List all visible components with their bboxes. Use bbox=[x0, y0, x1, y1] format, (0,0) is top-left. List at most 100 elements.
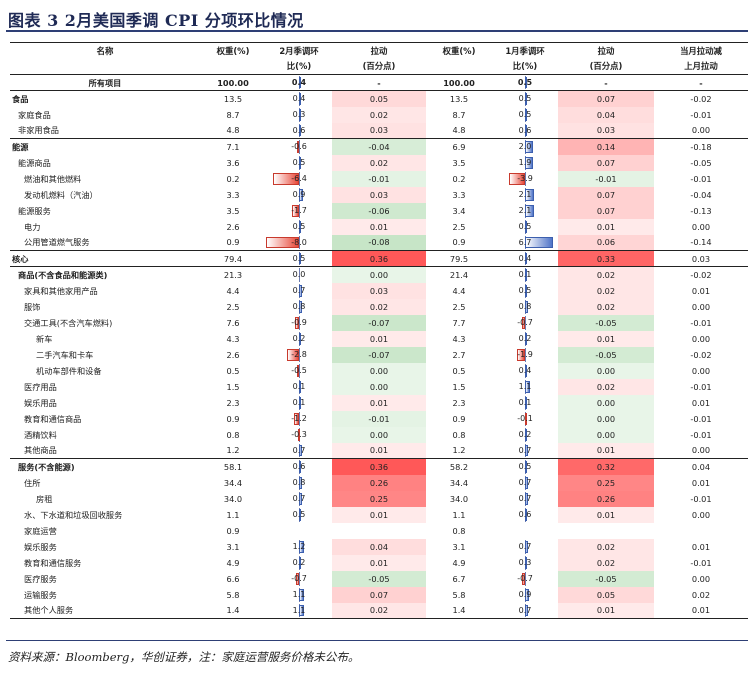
m1-cell: -1.9 bbox=[492, 347, 558, 363]
m2-zero-line bbox=[299, 315, 300, 330]
m1-cell: 6.7 bbox=[492, 235, 558, 251]
m1-cell: 0.7 bbox=[492, 491, 558, 507]
m1-value: 0.4 bbox=[518, 254, 532, 263]
weight-feb: 0.9 bbox=[226, 525, 240, 536]
m1-bar bbox=[525, 77, 528, 88]
pull-jan: 0.02 bbox=[558, 538, 654, 555]
m1-value: 0.7 bbox=[518, 445, 532, 455]
pull-feb: - bbox=[332, 74, 426, 91]
weight-feb: 2.6 bbox=[226, 349, 240, 360]
m2-value: 0.1 bbox=[292, 398, 306, 407]
pull-jan: 0.01 bbox=[558, 218, 654, 235]
m2-value: 0.3 bbox=[292, 110, 306, 119]
pull-feb: -0.06 bbox=[332, 202, 426, 219]
row-name: 服务(不含能源) bbox=[10, 458, 200, 475]
pull-jan: 0.02 bbox=[558, 298, 654, 315]
m2-cell: -1.2 bbox=[266, 411, 332, 427]
row-name: 核心 bbox=[10, 250, 200, 267]
source-footer: 资料来源：Bloomberg，华创证券，注：家庭运营服务价格未公布。 bbox=[6, 640, 748, 672]
pull-feb: 0.01 bbox=[332, 330, 426, 347]
m1-zero-line bbox=[525, 347, 526, 362]
weight-jan: 3.1 bbox=[452, 541, 466, 552]
m2-value: 1.1 bbox=[292, 605, 306, 615]
pull-feb: 0.01 bbox=[332, 218, 426, 235]
m1-value: -0.1 bbox=[517, 414, 533, 423]
weight-jan: 0.2 bbox=[452, 173, 466, 184]
weight-jan: 1.2 bbox=[452, 445, 466, 456]
pull-diff: 0.01 bbox=[691, 477, 711, 488]
weight-jan: 34.0 bbox=[449, 493, 469, 504]
row-name: 教育和通信商品 bbox=[24, 413, 82, 424]
m1-bar bbox=[525, 204, 534, 217]
pull-diff: 0.01 bbox=[654, 602, 748, 619]
weight-feb: 34.0 bbox=[223, 493, 243, 504]
pull-diff: -0.01 bbox=[690, 317, 712, 328]
row-name: 家具和其他家用产品 bbox=[24, 285, 98, 296]
table-row: 家具和其他家用产品 4.4 0.7 0.03 4.4 0.5 0.02 0.01 bbox=[10, 282, 748, 299]
m1-value: 0.8 bbox=[518, 302, 532, 311]
m2-cell: 0.1 bbox=[266, 379, 332, 395]
m2-bar bbox=[299, 461, 302, 473]
figure-title: 图表 3 2月美国季调 CPI 分项环比情况 bbox=[8, 11, 304, 30]
table-row: 商品(不含食品和能源类) 21.3 0.0 0.00 21.4 0.1 0.02 -0.02 bbox=[10, 266, 748, 283]
m1-bar bbox=[525, 492, 528, 505]
m2-bar bbox=[299, 476, 303, 489]
m1-value: 0.4 bbox=[518, 366, 532, 375]
m2-value: -6.4 bbox=[291, 174, 307, 183]
m2-bar bbox=[297, 428, 300, 441]
m2-cell: 0.5 bbox=[266, 219, 332, 235]
weight-jan: 3.4 bbox=[452, 205, 466, 216]
m2-value: 0.5 bbox=[292, 254, 306, 263]
m2-cell: 0.2 bbox=[266, 331, 332, 347]
m1-value: 0.5 bbox=[517, 78, 533, 87]
weight-jan: 100.00 bbox=[426, 74, 492, 91]
row-name: 住所 bbox=[24, 477, 41, 488]
pull-diff: 0.00 bbox=[691, 125, 711, 136]
pull-feb: 0.36 bbox=[332, 250, 426, 267]
weight-jan: 1.5 bbox=[452, 381, 466, 392]
pull-feb: 0.00 bbox=[332, 266, 426, 283]
m1-bar bbox=[525, 476, 528, 489]
m1-bar bbox=[525, 141, 534, 153]
row-name: 能源 bbox=[10, 138, 200, 155]
m2-bar bbox=[299, 220, 302, 233]
m2-value: 0.7 bbox=[292, 494, 306, 503]
pull-diff: 0.01 bbox=[691, 541, 711, 552]
m1-value: 0.5 bbox=[518, 110, 532, 119]
m1-cell: -0.7 bbox=[492, 571, 558, 587]
weight-feb: 1.1 bbox=[226, 509, 240, 520]
m1-bar bbox=[525, 604, 528, 616]
weight-jan: 1.4 bbox=[426, 602, 492, 619]
header-diff-2: 上月拉动 bbox=[654, 58, 748, 75]
m2-bar bbox=[299, 77, 301, 88]
row-name: 水、下水道和垃圾回收服务 bbox=[24, 509, 123, 520]
table-row: 二手汽车和卡车 2.6 -2.8 -0.07 2.7 -1.9 -0.05 -0.02 bbox=[10, 346, 748, 363]
header-mom-jan-2: 比(%) bbox=[492, 58, 558, 75]
m1-cell: 0.4 bbox=[492, 250, 558, 267]
weight-jan: 2.7 bbox=[452, 349, 466, 360]
pull-jan: 0.02 bbox=[558, 266, 654, 283]
m2-zero-line bbox=[299, 571, 300, 586]
m1-bar bbox=[525, 428, 527, 441]
pull-feb: -0.07 bbox=[332, 346, 426, 363]
m1-value: -1.9 bbox=[517, 350, 533, 359]
m1-value: 0.7 bbox=[518, 542, 532, 551]
header-name: 名称 bbox=[10, 42, 200, 59]
m2-bar bbox=[299, 508, 302, 521]
pull-jan: 0.00 bbox=[558, 362, 654, 379]
table-row: 水、下水道和垃圾回收服务 1.1 0.5 0.01 1.1 0.6 0.01 0.00 bbox=[10, 506, 748, 523]
table-row: 家庭食品 8.7 0.3 0.02 8.7 0.5 0.04 -0.01 bbox=[10, 106, 748, 123]
m1-zero-line bbox=[525, 571, 526, 586]
m1-value: 2.1 bbox=[518, 190, 532, 199]
pull-jan: 0.33 bbox=[558, 250, 654, 267]
m2-bar bbox=[299, 492, 302, 505]
weight-feb: 5.8 bbox=[226, 589, 240, 600]
pull-jan: 0.05 bbox=[558, 586, 654, 603]
m2-cell: 0.4 bbox=[266, 91, 332, 107]
header-mom-jan: 1月季调环 bbox=[492, 42, 558, 59]
row-name: 二手汽车和卡车 bbox=[36, 349, 94, 360]
m2-zero-line bbox=[299, 235, 300, 249]
m2-zero-line bbox=[299, 347, 300, 362]
m1-bar bbox=[525, 461, 528, 473]
pull-feb: 0.02 bbox=[332, 298, 426, 315]
